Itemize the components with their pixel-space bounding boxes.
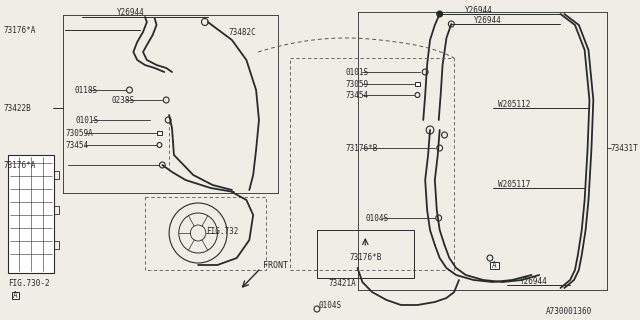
Text: Y26944: Y26944 [520, 276, 548, 285]
Text: 0104S: 0104S [319, 300, 342, 309]
Text: 73482C: 73482C [228, 28, 256, 36]
Text: 73421A: 73421A [328, 278, 356, 287]
Text: A730001360: A730001360 [546, 308, 592, 316]
Text: 73454: 73454 [346, 91, 369, 100]
Text: FRONT: FRONT [263, 261, 288, 270]
Circle shape [436, 11, 443, 17]
Text: A: A [13, 291, 18, 300]
Text: 73454: 73454 [66, 140, 89, 149]
Text: Y26944: Y26944 [465, 5, 492, 14]
Bar [490, 262, 499, 269]
Text: Y26944: Y26944 [474, 15, 502, 25]
Text: 0101S: 0101S [346, 68, 369, 76]
Text: 73431T: 73431T [611, 143, 639, 153]
Text: 73176*B: 73176*B [349, 253, 381, 262]
Text: W205112: W205112 [498, 100, 530, 108]
Text: 73422B: 73422B [4, 103, 31, 113]
Text: 0118S: 0118S [74, 85, 97, 94]
Text: 73176*B: 73176*B [346, 143, 378, 153]
Text: W205117: W205117 [498, 180, 530, 188]
Text: 73176*A: 73176*A [4, 161, 36, 170]
Bar [157, 131, 162, 135]
Text: 73059: 73059 [346, 79, 369, 89]
Text: FIG.732: FIG.732 [206, 227, 238, 236]
Bar [12, 292, 19, 299]
Text: Y26944: Y26944 [116, 7, 145, 17]
Bar [8, 155, 54, 273]
Text: FIG.730-2: FIG.730-2 [8, 278, 49, 287]
Text: 0104S: 0104S [365, 213, 388, 222]
Bar [415, 82, 420, 86]
Text: 0238S: 0238S [111, 95, 134, 105]
Text: 73176*A: 73176*A [4, 26, 36, 35]
Text: 73059A: 73059A [66, 129, 93, 138]
Text: A: A [492, 260, 496, 269]
Text: 0101S: 0101S [76, 116, 99, 124]
